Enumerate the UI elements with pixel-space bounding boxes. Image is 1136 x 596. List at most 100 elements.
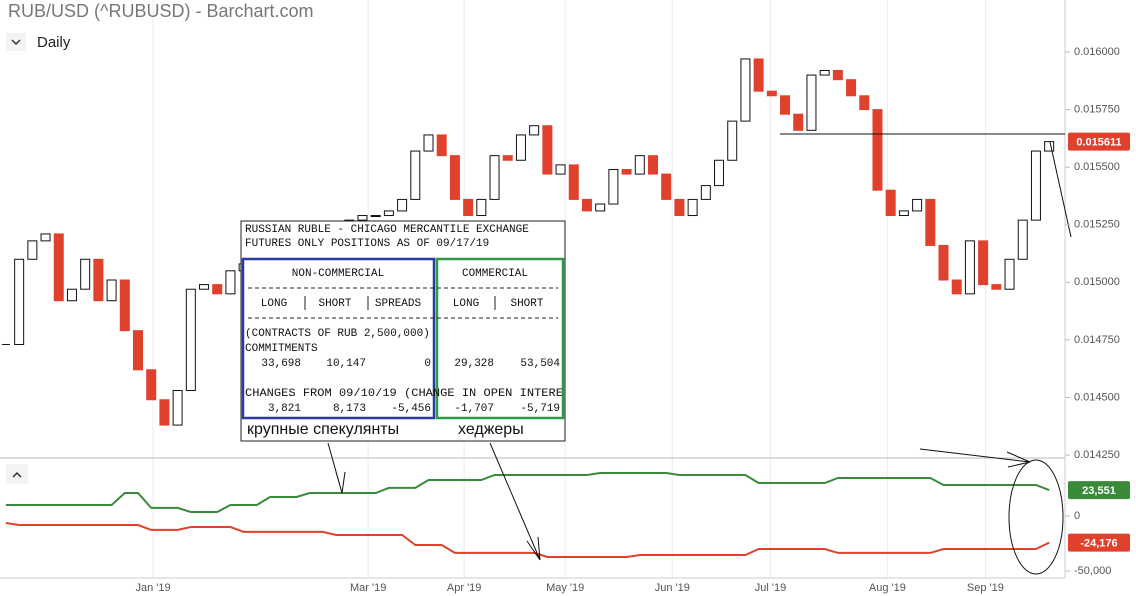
table-title: RUSSIAN RUBLE - CHICAGO MERCANTILE EXCHA…: [245, 224, 529, 236]
candle: [898, 210, 909, 217]
candle: [581, 198, 592, 212]
y-tick-label: 0: [1074, 510, 1080, 522]
candle: [859, 95, 870, 111]
candle: [714, 159, 725, 187]
candle: [423, 134, 434, 152]
noncommercial-box: [241, 257, 436, 420]
candle: [502, 155, 513, 161]
table-box: [240, 220, 566, 442]
candle: [436, 134, 447, 157]
x-tick-label: Sep '19: [967, 582, 1004, 594]
commercial-box: [435, 257, 565, 420]
y-tick-label: -50,000: [1074, 565, 1111, 577]
series-line: [5, 472, 1050, 513]
last-value-tag: [1068, 533, 1130, 552]
candle: [370, 215, 381, 218]
candle: [1004, 258, 1015, 290]
group-header: COMMERCIAL: [462, 268, 528, 280]
cell: -5,456: [391, 403, 431, 415]
candle: [119, 279, 130, 332]
caption: хеджеры: [458, 421, 524, 438]
interval-toggle[interactable]: [6, 33, 26, 51]
annotation-arrows: [327, 442, 1064, 575]
x-tick-label: Apr '19: [447, 582, 482, 594]
candle: [846, 79, 857, 97]
last-value-tag: [1068, 481, 1130, 500]
candle: [912, 198, 923, 212]
candle: [780, 95, 791, 115]
x-tick-label: May '19: [546, 582, 584, 594]
cot-table: RUSSIAN RUBLE - CHICAGO MERCANTILE EXCHA…: [240, 220, 566, 442]
candle: [1017, 219, 1028, 260]
candle: [529, 125, 540, 136]
column-header: SPREADS: [375, 298, 422, 310]
candle: [885, 189, 896, 217]
column-header: SHORT: [318, 298, 351, 310]
y-tick-label: 0.016000: [1074, 46, 1120, 58]
candle: [199, 284, 210, 290]
row-label: CHANGES FROM 09/10/19 (CHANGE IN OPEN IN…: [245, 388, 563, 400]
cell: 29,328: [454, 358, 494, 370]
candle: [793, 113, 804, 131]
cell: -1,707: [454, 403, 494, 415]
candle: [225, 270, 236, 295]
candle: [27, 240, 38, 260]
candle: [753, 58, 764, 92]
candle: [832, 69, 843, 81]
y-tick-label: 0.014250: [1074, 449, 1120, 461]
column-header: SHORT: [510, 298, 543, 310]
candle: [212, 284, 223, 295]
cell: 53,504: [520, 358, 560, 370]
drawn-trend-line: [1049, 141, 1072, 238]
cell: 33,698: [261, 358, 301, 370]
candle: [555, 164, 566, 175]
candle: [819, 69, 830, 76]
candle: [674, 198, 685, 217]
last-value-label: 0.015611: [1076, 137, 1121, 149]
candle: [925, 198, 936, 246]
candle: [1044, 141, 1055, 152]
chart-title: RUB/USD (^RUBUSD) - Barchart.com: [8, 1, 313, 21]
candle: [647, 155, 658, 175]
candle: [489, 155, 500, 200]
candle: [621, 168, 632, 175]
table-title: FUTURES ONLY POSITIONS AS OF 09/17/19: [245, 238, 489, 250]
candle: [410, 150, 421, 200]
interval-label[interactable]: Daily: [37, 34, 71, 51]
cell: 3,821: [268, 403, 301, 415]
last-value-label: 23,551: [1082, 485, 1116, 497]
candle: [938, 244, 949, 281]
candle: [383, 210, 394, 217]
cell: -5,719: [520, 403, 560, 415]
cell: 10,147: [326, 358, 366, 370]
cell: 8,173: [333, 403, 366, 415]
unit-note: (CONTRACTS OF RUB 2,500,000): [245, 328, 430, 340]
candle: [185, 288, 196, 392]
candle: [634, 155, 645, 175]
candle: [40, 233, 51, 242]
candle: [93, 258, 104, 302]
candle: [172, 390, 183, 426]
collapse-icon: [12, 471, 22, 478]
candle: [661, 173, 672, 200]
candle: [595, 203, 606, 212]
x-tick-label: Jun '19: [655, 582, 690, 594]
candle: [449, 155, 460, 200]
candle: [132, 330, 143, 371]
candle: [568, 164, 579, 200]
group-header: NON-COMMERCIAL: [292, 268, 384, 280]
candle: [687, 198, 698, 217]
candle: [53, 233, 64, 302]
candle: [106, 279, 117, 302]
y-tick-label: 0.015750: [1074, 104, 1120, 116]
candle: [991, 284, 1002, 290]
y-tick-label: 0.015250: [1074, 219, 1120, 231]
last-value-tag: [1068, 132, 1130, 151]
candle: [766, 90, 777, 97]
y-tick-label: 0.015500: [1074, 161, 1120, 173]
y-tick-label: 0.014750: [1074, 334, 1120, 346]
y-tick-label: 0.015000: [1074, 276, 1120, 288]
candle: [357, 215, 368, 221]
